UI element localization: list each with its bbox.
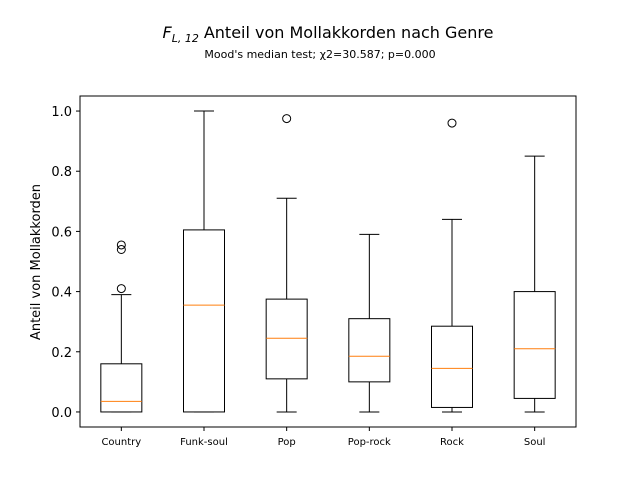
y-tick-label: 0.6 <box>51 225 72 240</box>
x-tick-label: Funk-soul <box>180 437 228 448</box>
x-tick-label: Soul <box>524 437 546 448</box>
box-iqr <box>431 325 473 408</box>
axes-frame <box>79 95 577 428</box>
chart-subtitle: Mood's median test; χ2=30.587; p=0.000 <box>204 48 435 61</box>
chart-title: FL, 12 Anteil von Mollakkorden nach Genre <box>163 23 494 45</box>
y-tick-label: 0.2 <box>51 346 72 361</box>
x-tick-label: Country <box>101 437 141 448</box>
box-iqr <box>348 318 391 383</box>
y-tick-label: 0.4 <box>51 286 72 301</box>
chart-title-subscript: L, 12 <box>172 32 199 45</box>
box-iqr <box>183 229 225 413</box>
chart-title-symbol: F <box>163 23 173 42</box>
outlier-point <box>116 240 126 250</box>
x-tick-label: Pop-rock <box>348 437 391 448</box>
box-iqr <box>100 363 143 413</box>
outlier-point <box>116 284 126 294</box>
box-iqr <box>265 298 308 380</box>
y-tick-label: 0.8 <box>51 165 72 180</box>
y-tick-label: 1.0 <box>51 105 72 120</box>
plot-area: 0.0 0.2 0.4 0.6 0.8 1.0 Country Funk-soul Pop Pop… <box>51 95 577 448</box>
outlier-point <box>116 244 126 254</box>
outlier-point <box>447 118 457 128</box>
x-tick-label: Rock <box>440 437 464 448</box>
box-iqr <box>513 291 556 399</box>
y-tick-label: 0.0 <box>51 406 72 421</box>
x-tick-label: Pop <box>278 437 296 448</box>
outlier-point <box>282 114 292 124</box>
y-axis-label: Anteil von Mollakkorden <box>29 184 44 340</box>
chart-title-text: Anteil von Mollakkorden nach Genre <box>204 23 494 42</box>
